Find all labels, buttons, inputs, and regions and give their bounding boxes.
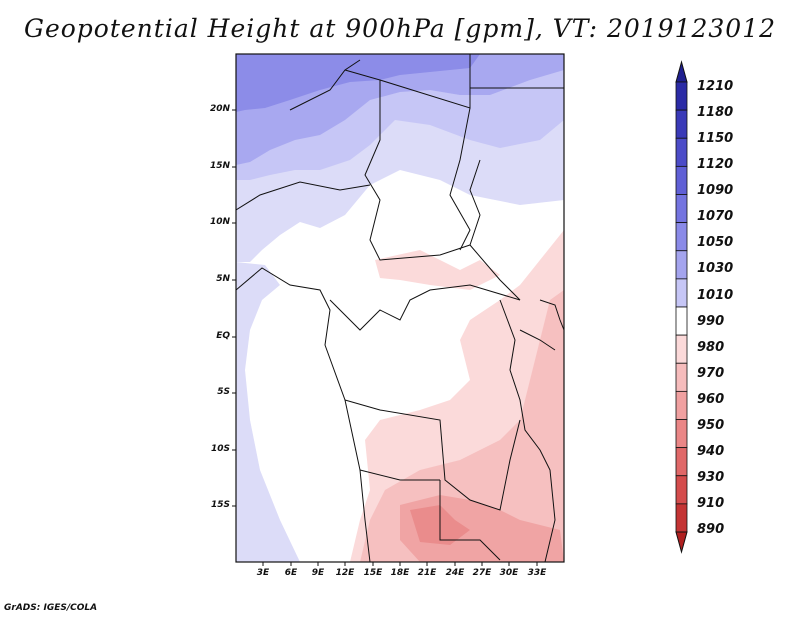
colorbar-label: 1010 <box>697 288 734 303</box>
lon-label: 30E <box>499 568 519 578</box>
lat-label: 15N <box>209 161 230 171</box>
contour-980 <box>360 290 564 562</box>
footer-credit: GrADS: IGES/COLA <box>4 603 98 613</box>
colorbar-label: 890 <box>697 522 725 537</box>
axis-ticks <box>232 109 538 566</box>
lat-label: 20N <box>209 104 230 114</box>
colorbar-segment <box>675 81 688 111</box>
colorbar-label: 1030 <box>697 261 734 276</box>
contour-1010-west <box>236 262 300 562</box>
lon-label: 27E <box>472 568 492 578</box>
colorbar-label: 1070 <box>697 209 734 224</box>
colorbar-label: 990 <box>697 314 725 329</box>
lon-label: 12E <box>335 568 355 578</box>
chart-title: Geopotential Height at 900hPa [gpm], VT:… <box>23 14 777 43</box>
lon-label: 15E <box>363 568 383 578</box>
colorbar-segment <box>675 419 688 449</box>
colorbar-segment <box>675 137 688 167</box>
colorbar-label: 930 <box>697 470 725 485</box>
colorbar-segment <box>675 390 688 420</box>
contour-990b <box>375 250 500 290</box>
colorbar-label: 960 <box>697 392 725 407</box>
colorbar-segment <box>675 447 688 477</box>
lat-label: 15S <box>210 500 230 510</box>
colorbar-label: 1150 <box>697 131 734 146</box>
colorbar-label: 910 <box>697 496 725 511</box>
lon-label: 24E <box>445 568 465 578</box>
colorbar-segment <box>675 503 688 533</box>
colorbar-label: 940 <box>697 444 725 459</box>
colorbar-label: 1120 <box>697 157 734 172</box>
colorbar-label: 1210 <box>697 79 734 94</box>
lon-label: 33E <box>527 568 547 578</box>
colorbar-label: 1180 <box>697 105 734 120</box>
colorbar-segment <box>675 334 688 364</box>
lat-label: 5S <box>217 387 230 397</box>
lat-label: 10S <box>210 444 230 454</box>
colorbar-label: 1050 <box>697 235 734 250</box>
colorbar-segment <box>675 250 688 280</box>
colorbar-segment <box>675 165 688 195</box>
lat-label: 5N <box>216 274 230 284</box>
colorbar-segment <box>675 362 688 392</box>
lon-label: 6E <box>284 568 298 578</box>
colorbar-segment <box>675 475 688 505</box>
colorbar-segment <box>675 278 688 308</box>
country-borders <box>236 54 564 562</box>
colorbar-label: 980 <box>697 340 725 355</box>
colorbar <box>675 60 688 554</box>
lat-label: 10N <box>209 217 230 227</box>
lon-label: 18E <box>390 568 410 578</box>
lon-label: 21E <box>417 568 437 578</box>
lon-label: 9E <box>311 568 325 578</box>
colorbar-segment <box>675 109 688 139</box>
field-layer <box>236 54 564 562</box>
colorbar-arrow-bottom <box>675 531 688 554</box>
lon-label: 3E <box>256 568 270 578</box>
contour-1070 <box>236 54 480 112</box>
colorbar-label: 950 <box>697 418 725 433</box>
colorbar-segment <box>675 194 688 224</box>
colorbar-label: 970 <box>697 366 725 381</box>
colorbar-segment <box>675 306 688 336</box>
map-frame <box>235 53 565 563</box>
colorbar-arrow-top <box>675 60 688 83</box>
colorbar-label: 1090 <box>697 183 734 198</box>
lat-label: EQ <box>216 331 230 341</box>
colorbar-segment <box>675 222 688 252</box>
